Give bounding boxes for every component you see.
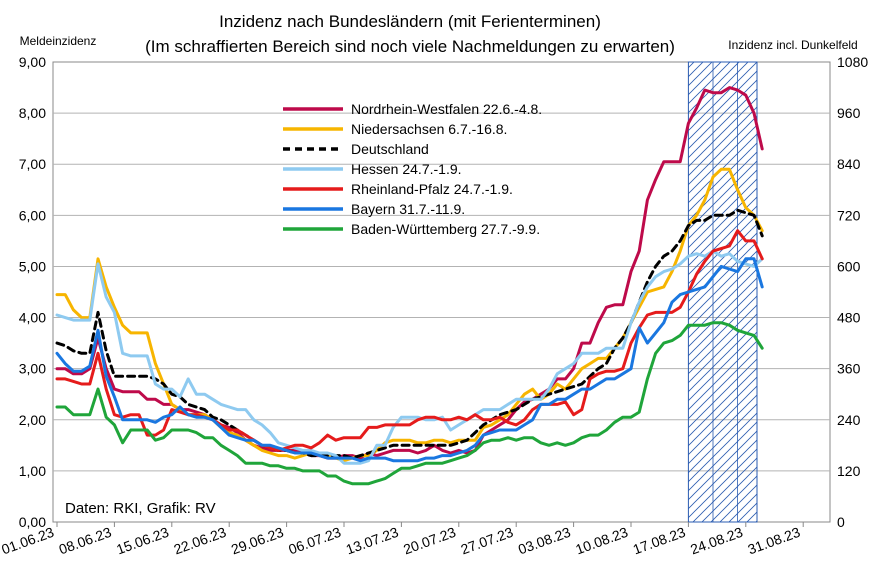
- hatched-region: [687, 61, 758, 523]
- y-tick-label: 0,00: [19, 514, 46, 530]
- x-tick-label: 13.07.23: [344, 524, 401, 558]
- y2-tick-label: 600: [837, 258, 861, 274]
- x-tick-label: 20.07.23: [401, 524, 458, 558]
- left-y-ticks: 0,00 1,00 2,00 3,00 4,00 5,00 6,00 7,00 8,00 9,00: [19, 54, 46, 530]
- y2-tick-label: 1080: [837, 54, 868, 70]
- x-tick-label: 31.08.23: [746, 524, 803, 558]
- y-tick-label: 1,00: [19, 463, 46, 479]
- right-axis-label: Inzidenz incl. Dunkelfeld: [728, 38, 857, 52]
- y2-tick-label: 480: [837, 310, 861, 326]
- legend: Nordrhein-Westfalen 22.6.-4.8. Niedersach…: [283, 101, 542, 237]
- credit-box: [60, 495, 230, 517]
- series-line: [55, 208, 764, 460]
- x-tick-label: 10.08.23: [573, 524, 630, 558]
- y-tick-label: 6,00: [19, 207, 46, 223]
- x-ticks: 01.06.23 08.06.23 15.06.23 22.06.23 29.06.23…: [0, 522, 804, 558]
- legend-label: Baden-Württemberg 27.7.-9.9.: [351, 221, 540, 237]
- x-tick-label: 03.08.23: [516, 524, 573, 558]
- series-line: [55, 321, 764, 486]
- legend-label: Hessen 24.7.-1.9.: [351, 161, 462, 177]
- chart-title-line1: Inzidenz nach Bundesländern (mit Ferient…: [219, 12, 601, 31]
- y-tick-label: 7,00: [19, 156, 46, 172]
- x-tick-label: 27.07.23: [459, 524, 516, 558]
- legend-label: Bayern 31.7.-11.9.: [351, 201, 465, 217]
- x-tick-label: 22.06.23: [172, 524, 229, 558]
- left-axis-label: Meldeinzidenz: [20, 34, 97, 48]
- y2-tick-label: 0: [837, 514, 845, 530]
- x-tick-label: 08.06.23: [57, 524, 114, 558]
- legend-label: Rheinland-Pfalz 24.7.-1.9.: [351, 181, 513, 197]
- x-tick-label: 06.07.23: [286, 524, 343, 558]
- y-tick-label: 4,00: [19, 310, 46, 326]
- series-line: [55, 167, 764, 463]
- y2-tick-label: 720: [837, 207, 861, 223]
- legend-label: Niedersachsen 6.7.-16.8.: [351, 121, 507, 137]
- plot-area: [52, 61, 831, 523]
- y-tick-label: 9,00: [19, 54, 46, 70]
- y2-tick-label: 840: [837, 156, 861, 172]
- chart-title-line2: (Im schraffierten Bereich sind noch viel…: [145, 37, 675, 56]
- y2-tick-label: 240: [837, 412, 861, 428]
- y-tick-label: 5,00: [19, 258, 46, 274]
- credit-text: Daten: RKI, Grafik: RV: [65, 500, 216, 517]
- series-lines: [55, 86, 764, 486]
- y-tick-label: 3,00: [19, 361, 46, 377]
- series-line: [55, 257, 764, 463]
- y-tick-label: 2,00: [19, 412, 46, 428]
- y2-tick-label: 120: [837, 463, 861, 479]
- x-tick-label: 29.06.23: [229, 524, 286, 558]
- y2-tick-label: 360: [837, 361, 861, 377]
- x-tick-label: 24.08.23: [688, 524, 745, 558]
- legend-label: Nordrhein-Westfalen 22.6.-4.8.: [351, 101, 542, 117]
- x-tick-label: 17.08.23: [631, 524, 688, 558]
- y-tick-label: 8,00: [19, 105, 46, 121]
- y2-tick-label: 960: [837, 105, 861, 121]
- series-line: [55, 249, 764, 465]
- x-tick-label: 15.06.23: [114, 524, 171, 558]
- legend-label: Deutschland: [351, 141, 429, 157]
- right-y-ticks: 0 120 240 360 480 600 720 840 960 1080: [837, 54, 868, 530]
